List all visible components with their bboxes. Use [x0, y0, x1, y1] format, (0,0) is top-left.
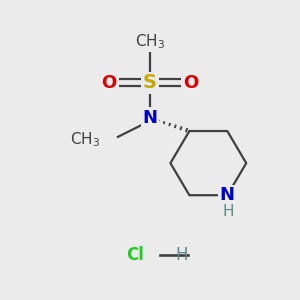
Text: CH$_3$: CH$_3$ — [135, 33, 165, 51]
Text: N: N — [142, 109, 158, 127]
Text: H: H — [222, 204, 234, 219]
Text: CH$_3$: CH$_3$ — [70, 130, 100, 149]
Text: Cl: Cl — [127, 246, 144, 264]
Text: O: O — [183, 74, 199, 92]
Text: N: N — [220, 186, 235, 204]
Text: O: O — [101, 74, 117, 92]
Text: S: S — [143, 74, 157, 92]
Text: H: H — [176, 246, 188, 264]
